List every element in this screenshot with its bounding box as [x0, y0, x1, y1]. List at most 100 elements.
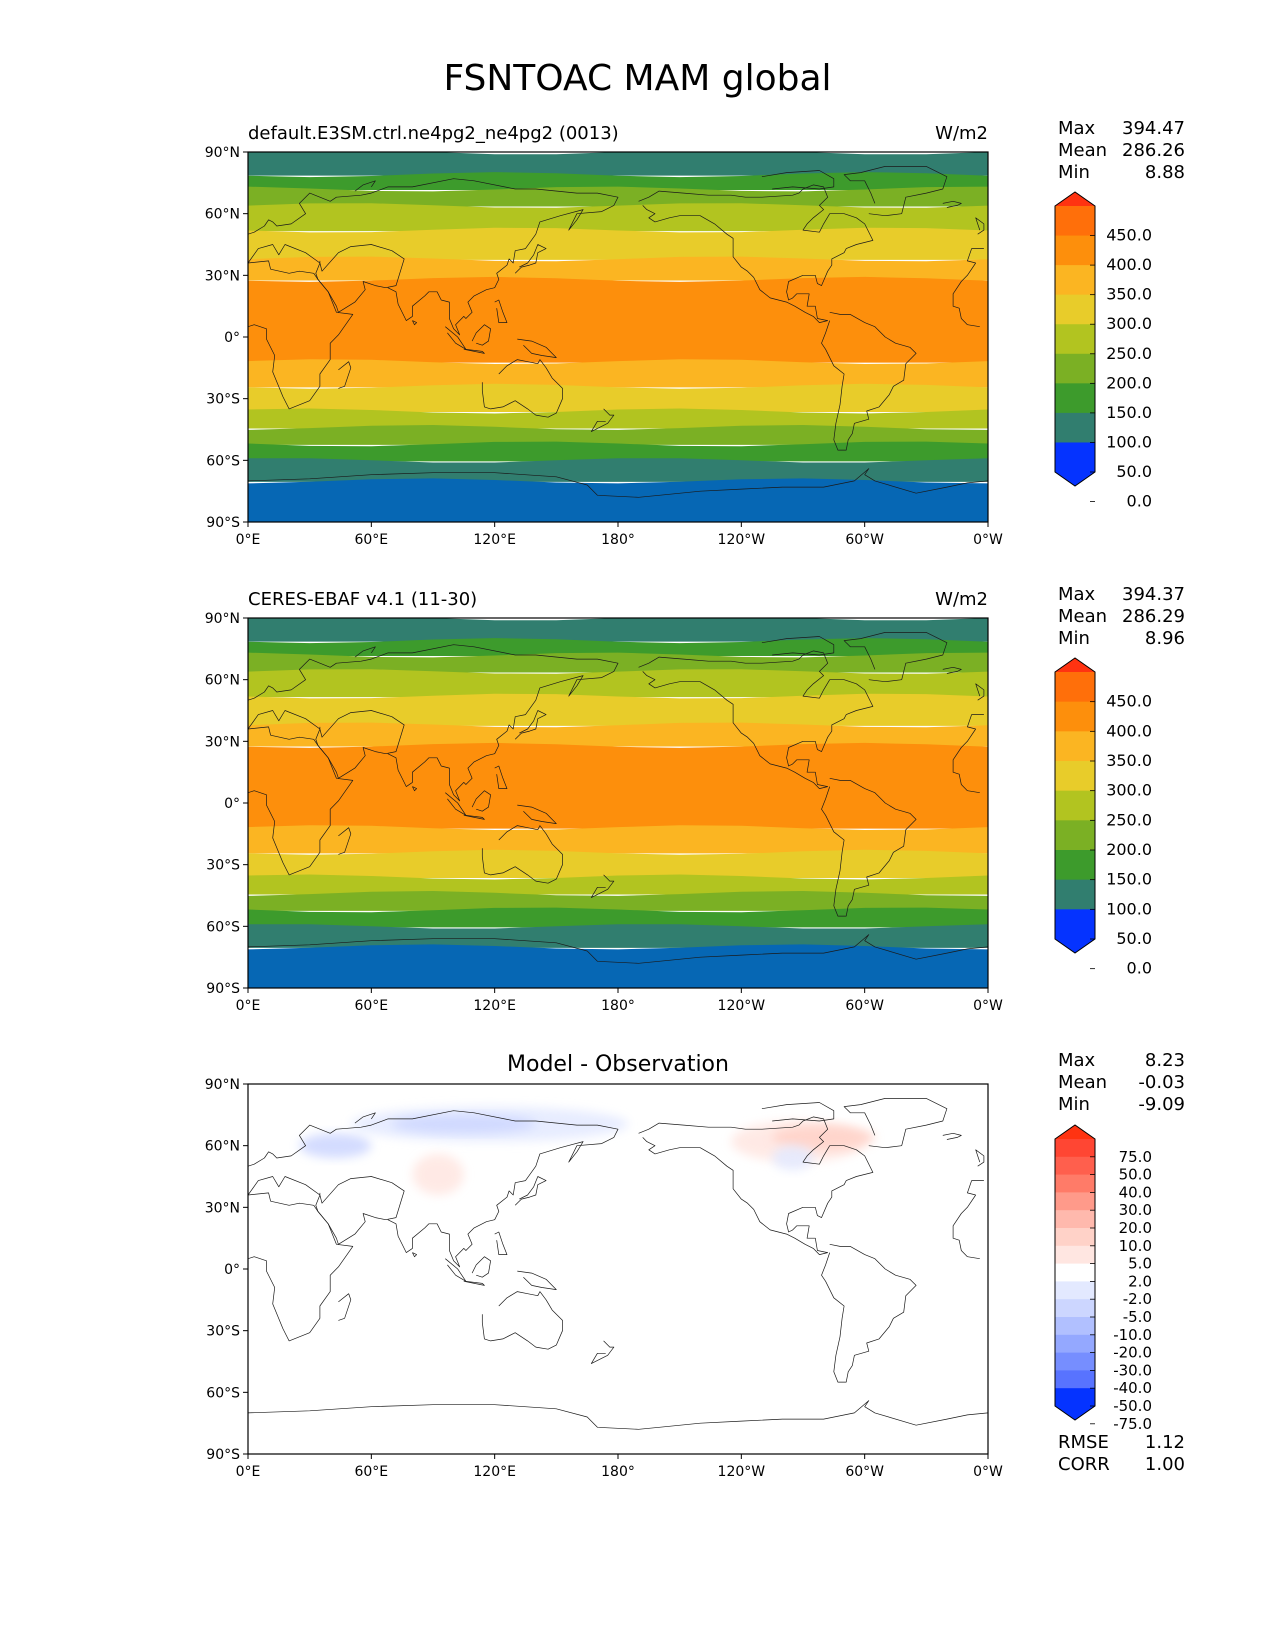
colorbar-swatch — [1055, 1317, 1095, 1336]
stat-value: 8.96 — [1145, 628, 1185, 649]
stat-label: Min — [1058, 162, 1090, 183]
coastline — [494, 299, 508, 323]
contour-band — [248, 638, 988, 656]
colorbar-swatch — [1055, 850, 1095, 881]
colorbar-swatch — [1055, 1156, 1095, 1176]
coastline — [517, 1270, 557, 1290]
x-tick-label: 60°W — [845, 532, 884, 548]
coastline — [248, 1176, 405, 1245]
coastline — [412, 786, 417, 792]
colorbar-swatch — [1055, 206, 1095, 237]
colorbar-label: 250.0 — [1106, 810, 1152, 829]
contour-band — [248, 359, 988, 388]
stat-value: -0.03 — [1138, 1072, 1185, 1093]
stat-value: 8.88 — [1145, 162, 1185, 183]
colorbar-label: 450.0 — [1106, 226, 1152, 245]
colorbar-label: 5.0 — [1128, 1255, 1152, 1273]
colorbar-label: 2.0 — [1128, 1272, 1152, 1290]
panel-title-left: CERES-EBAF v4.1 (11-30) — [248, 589, 477, 610]
contour-band — [248, 203, 988, 232]
x-tick-label: 0°E — [236, 998, 261, 1014]
coastline — [471, 324, 491, 346]
colorbar-swatch — [1055, 1210, 1095, 1229]
coastline — [761, 1102, 835, 1122]
coastline — [248, 934, 988, 964]
colorbar-bottom-extension — [1055, 442, 1095, 486]
coastline — [481, 359, 563, 418]
coastline — [471, 790, 491, 812]
colorbar-label: 150.0 — [1106, 870, 1152, 889]
coastline — [590, 1340, 615, 1364]
anomaly-patch — [412, 1153, 464, 1195]
x-tick-label: 60°E — [354, 1464, 388, 1480]
colorbar-swatch — [1055, 324, 1095, 355]
coastline — [514, 244, 547, 274]
colorbar-swatch — [1055, 1174, 1095, 1193]
coastline — [952, 262, 980, 328]
coastline — [975, 217, 985, 235]
colorbar-label: 100.0 — [1106, 432, 1152, 451]
x-tick-label: 120°E — [473, 532, 516, 548]
colorbar-swatch — [1055, 412, 1095, 443]
coastline — [942, 200, 962, 208]
x-tick-label: 60°E — [354, 998, 388, 1014]
y-tick-label: 0° — [224, 1262, 240, 1278]
contour-band — [248, 874, 988, 895]
x-tick-label: 0°E — [236, 532, 261, 548]
contour-band — [248, 742, 988, 829]
colorbar-swatch — [1055, 353, 1095, 384]
panel-units: W/m2 — [935, 123, 988, 144]
y-tick-label: 90°S — [206, 1447, 240, 1463]
coastline — [821, 777, 917, 917]
coastline — [821, 1243, 917, 1383]
panel-2: 0°E 60°E 120°E 180° 120°W 60°W 0°W 90°N 60°N 30°N… — [205, 584, 1185, 1014]
colorbar-swatch — [1055, 701, 1095, 732]
colorbar-label: -75.0 — [1113, 1415, 1152, 1433]
colorbar-label: 0.0 — [1127, 959, 1152, 978]
coastline — [517, 338, 557, 358]
colorbar-label: 200.0 — [1106, 373, 1152, 392]
stat-value: 1.12 — [1145, 1432, 1185, 1453]
contour-band — [248, 458, 988, 482]
colorbar-swatch — [1055, 1299, 1095, 1318]
colorbar-label: 50.0 — [1116, 929, 1152, 948]
contour-band — [248, 891, 988, 911]
colorbar-bottom-extension — [1055, 1388, 1095, 1420]
x-tick-label: 60°W — [845, 1464, 884, 1480]
y-tick-label: 30°N — [205, 268, 240, 284]
anomaly-patch — [772, 1145, 814, 1171]
stat-value: 8.23 — [1145, 1050, 1185, 1071]
colorbar-swatch — [1055, 1263, 1095, 1282]
contour-band — [248, 618, 988, 642]
colorbar-swatch — [1055, 1334, 1095, 1354]
stat-value: 286.29 — [1122, 606, 1185, 627]
colorbar-label: 50.0 — [1116, 462, 1152, 481]
coastline — [248, 244, 405, 313]
coastline — [354, 1112, 376, 1124]
map-field — [248, 1084, 988, 1454]
coastline — [481, 1291, 563, 1350]
colorbar-label: 300.0 — [1106, 314, 1152, 333]
contour-band — [248, 276, 988, 363]
coastline — [967, 248, 984, 264]
coastline — [942, 1132, 962, 1140]
coastline — [952, 728, 980, 794]
coastline — [514, 1176, 547, 1206]
x-tick-label: 0°W — [973, 1464, 1003, 1480]
x-tick-label: 0°W — [973, 998, 1003, 1014]
colorbar-swatch — [1055, 1281, 1095, 1300]
coastline — [967, 714, 984, 730]
colorbar-bottom-extension — [1055, 909, 1095, 953]
coastline — [494, 765, 508, 789]
colorbar-label: -30.0 — [1113, 1361, 1152, 1379]
coastline — [354, 180, 376, 192]
coastline — [338, 827, 352, 855]
coastline — [338, 1293, 352, 1321]
colorbar-swatch — [1055, 383, 1095, 414]
colorbar-label: 250.0 — [1106, 344, 1152, 363]
colorbar-label: -40.0 — [1113, 1379, 1152, 1397]
stat-label: Mean — [1058, 606, 1107, 627]
y-tick-label: 60°N — [205, 207, 240, 223]
coastline — [481, 825, 563, 884]
x-tick-label: 180° — [601, 532, 635, 548]
